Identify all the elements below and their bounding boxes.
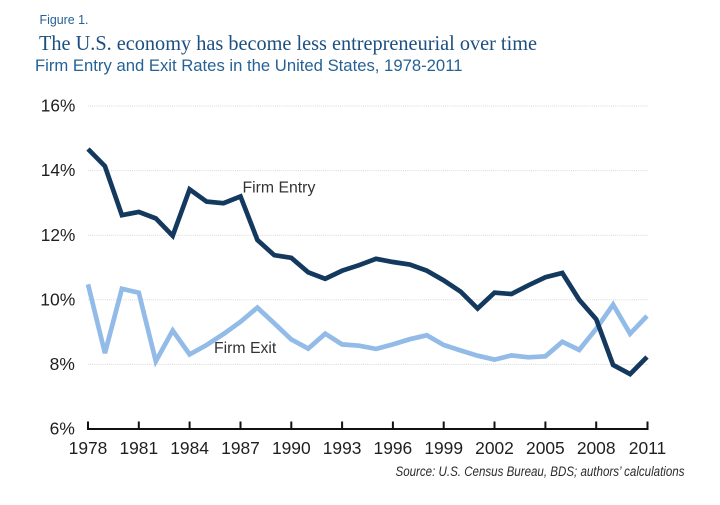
svg-text:16%: 16%: [41, 96, 76, 116]
svg-text:2008: 2008: [577, 438, 616, 458]
svg-text:1984: 1984: [170, 438, 209, 458]
svg-text:1996: 1996: [374, 438, 413, 458]
svg-text:6%: 6%: [50, 419, 75, 439]
svg-text:10%: 10%: [40, 289, 75, 309]
svg-text:1981: 1981: [119, 438, 158, 458]
svg-text:2011: 2011: [629, 438, 666, 458]
svg-text:Firm Entry: Firm Entry: [243, 180, 316, 197]
svg-text:14%: 14%: [41, 160, 76, 180]
svg-text:2002: 2002: [475, 438, 514, 458]
svg-text:1993: 1993: [323, 438, 362, 458]
svg-text:1987: 1987: [221, 438, 260, 458]
svg-text:1999: 1999: [424, 438, 463, 458]
svg-text:Figure 1.: Figure 1.: [40, 12, 89, 27]
svg-text:1990: 1990: [272, 438, 311, 458]
svg-text:2005: 2005: [526, 438, 565, 458]
svg-text:12%: 12%: [41, 225, 76, 245]
svg-text:The U.S. economy has become le: The U.S. economy has become less entrepr…: [39, 31, 537, 55]
svg-text:Firm Entry and Exit Rates in t: Firm Entry and Exit Rates in the United …: [35, 56, 463, 75]
svg-text:Source: U.S. Census Bureau, BD: Source: U.S. Census Bureau, BDS; authors…: [396, 464, 685, 479]
svg-text:Firm Exit: Firm Exit: [214, 340, 277, 357]
svg-text:8%: 8%: [50, 354, 75, 374]
svg-text:1978: 1978: [69, 438, 108, 458]
